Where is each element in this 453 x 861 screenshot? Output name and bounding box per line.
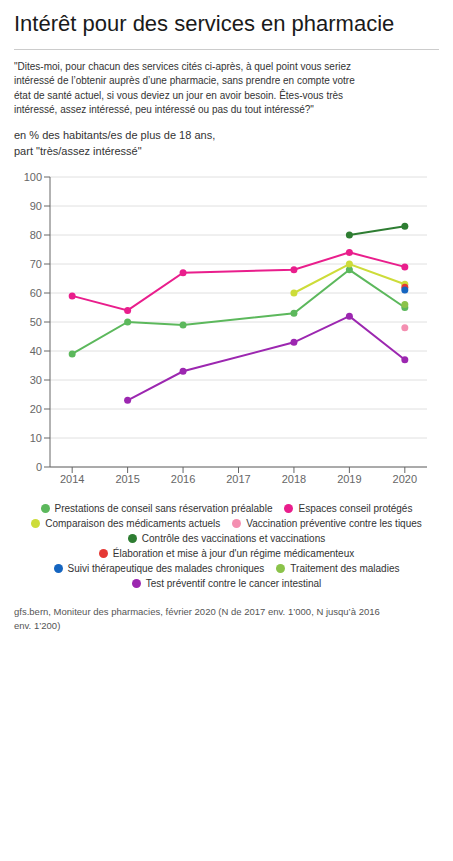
svg-text:2015: 2015	[115, 473, 139, 485]
html-text:Intérêt pour des services en p: Intérêt pour des services en pharmacie	[14, 11, 395, 36]
html-text:Élaboration et mise à jour d'u: Élaboration et mise à jour d'un régime m…	[112, 548, 355, 560]
svg-text:2016: 2016	[171, 473, 195, 485]
svg-text:0: 0	[36, 461, 42, 473]
svg-text:2020: 2020	[393, 473, 417, 485]
svg-text:50: 50	[30, 316, 42, 328]
html-text:Suivi thérapeutique des malade: Suivi thérapeutique des malades chroniqu…	[67, 563, 265, 575]
svg-text:2014: 2014	[60, 473, 84, 485]
svg-text:20: 20	[30, 403, 42, 415]
html-text:Traitement des maladies: Traitement des maladies	[290, 563, 400, 575]
svg-text:40: 40	[30, 345, 42, 357]
html-text:en % des habitants/es de plus: en % des habitants/es de plus de 18 ans,…	[14, 128, 216, 157]
html-text:Test préventif contre le cance: Test préventif contre le cancer intestin…	[145, 578, 322, 590]
svg-text:2019: 2019	[337, 473, 361, 485]
html-text:"Dites-moi, pour chacun des se: "Dites-moi, pour chacun des services cit…	[14, 60, 355, 116]
html-text:Vaccination préventive contre: Vaccination préventive contre les tiques	[246, 518, 422, 530]
svg-text:2017: 2017	[226, 473, 250, 485]
svg-text:60: 60	[30, 287, 42, 299]
html-text:Espaces conseil protégés: Espaces conseil protégés	[298, 503, 413, 515]
html-text:gfs.bern, Moniteur des pharmac: gfs.bern, Moniteur des pharmacies, févri…	[14, 606, 380, 631]
svg-text:70: 70	[30, 258, 42, 270]
svg-text:100: 100	[24, 171, 42, 183]
svg-text:80: 80	[30, 229, 42, 241]
svg-text:2018: 2018	[282, 473, 306, 485]
html-text:Prestations de conseil sans ré: Prestations de conseil sans réservation …	[54, 503, 273, 515]
svg-text:30: 30	[30, 374, 42, 386]
svg-text:10: 10	[30, 432, 42, 444]
svg-text:90: 90	[30, 200, 42, 212]
html-text:Contrôle des vaccinations et v: Contrôle des vaccinations et vaccination…	[141, 533, 326, 545]
html-text:Comparaison des médicaments ac: Comparaison des médicaments actuels	[45, 518, 221, 530]
